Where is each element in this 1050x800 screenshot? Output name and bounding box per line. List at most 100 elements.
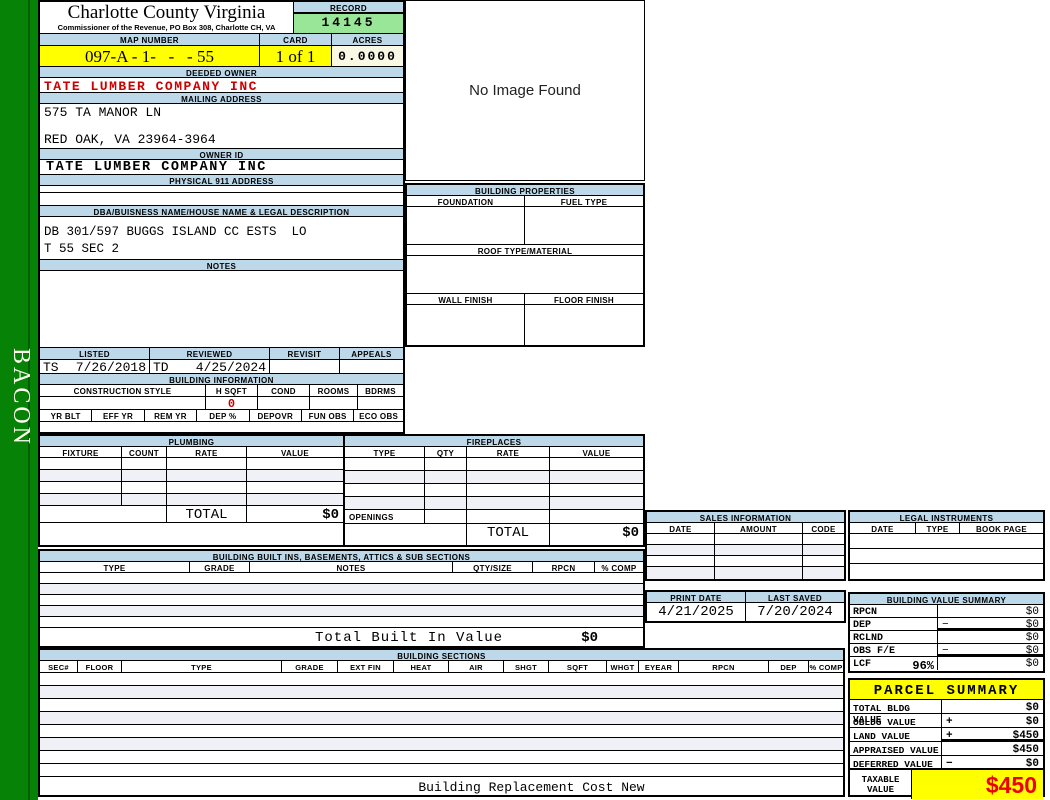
building-properties-title: BUILDING PROPERTIES: [407, 185, 643, 196]
cond-value: [258, 397, 310, 409]
reviewed-label: REVIEWED: [150, 348, 270, 359]
no-image-text: No Image Found: [469, 82, 581, 99]
total-bldg-value-label: TOTAL BLDG VALUE: [850, 700, 942, 725]
cond-label: COND: [258, 385, 310, 396]
fireplaces-total-label: TOTAL: [467, 524, 550, 545]
plumbing-total-value: $0: [322, 507, 339, 523]
wall-finish-label: WALL FINISH: [407, 294, 525, 305]
taxable-value: $450: [912, 770, 1043, 799]
bvs-lcf-value: $0: [1025, 658, 1039, 670]
bs-heat-col: HEAT: [394, 661, 449, 672]
deferred-value: $0: [1025, 758, 1039, 770]
reviewed-date: 4/25/2024: [195, 360, 266, 375]
foundation-value: [407, 207, 525, 244]
plumbing-fireplaces-panel: PLUMBING FIXTURE COUNT RATE VALUE TOTAL …: [38, 434, 645, 547]
count-col: COUNT: [122, 447, 167, 458]
foundation-label: FOUNDATION: [407, 196, 525, 207]
bs-sec-col: SEC#: [40, 661, 78, 672]
mailing-address-value: 575 TA MANOR LN RED OAK, VA 23964-3964: [40, 104, 403, 149]
print-date-value: 4/21/2025: [647, 603, 746, 621]
bi-grade-col: GRADE: [190, 562, 250, 573]
sales-title: SALES INFORMATION: [647, 512, 844, 523]
bs-eyear-col: EYEAR: [639, 661, 679, 672]
fireplaces-table: FIREPLACES TYPE QTY RATE VALUE OPENINGS …: [345, 434, 645, 547]
wall-finish-value: [407, 305, 525, 347]
floor-finish-value: [525, 305, 643, 347]
county-name: Charlotte County Virginia: [67, 2, 266, 23]
owner-id-value: TATE LUMBER COMPANY INC: [40, 160, 403, 175]
bs-whgt-col: WHGT: [607, 661, 639, 672]
bi-notes-col: NOTES: [250, 562, 453, 573]
bi-comp-col: % COMP: [601, 564, 637, 573]
county-title-block: Charlotte County Virginia Commissioner o…: [40, 2, 293, 33]
revisit-label: REVISIT: [270, 348, 340, 359]
fireplaces-title: FIREPLACES: [345, 436, 643, 447]
commissioner-line: Commissioner of the Revenue, PO Box 308,…: [57, 23, 276, 32]
appraised-value-label: APPRAISED VALUE: [850, 742, 942, 756]
bvs-rpcn-value: $0: [1025, 606, 1039, 618]
legal-line1: DB 301/597 BUGGS ISLAND CC ESTS LO: [44, 225, 307, 239]
bi-qtysize-col: QTY/SIZE: [453, 562, 533, 573]
bs-sqft-col: SQFT: [549, 661, 607, 672]
floor-finish-label: FLOOR FINISH: [553, 296, 615, 305]
bvs-dep-value: $0: [1025, 619, 1039, 631]
depovr-label: DEPOVR: [250, 410, 302, 421]
physical-911-label: PHYSICAL 911 ADDRESS: [40, 175, 403, 186]
mailing-line2: RED OAK, VA 23964-3964: [44, 132, 216, 147]
reviewed-by: TD: [153, 360, 169, 375]
built-ins-panel: BUILDING BUILT INS, BASEMENTS, ATTICS & …: [38, 549, 645, 648]
owner-id-label: OWNER ID: [40, 149, 403, 160]
bs-extfin-col: EXT FIN: [338, 661, 394, 672]
revisit-value: [270, 360, 340, 373]
deferred-value-label: DEFERRED VALUE: [850, 756, 942, 770]
bs-grade-col: GRADE: [282, 661, 338, 672]
fixture-col: FIXTURE: [40, 447, 122, 458]
sidebar-band: [0, 0, 38, 800]
bs-shgt-col: SHGT: [504, 661, 549, 672]
bvs-dep-label: DEP: [853, 620, 872, 631]
remyr-label: REM YR: [145, 410, 198, 421]
legal-type-col: TYPE: [916, 523, 960, 534]
deeded-owner-value: TATE LUMBER COMPANY INC: [40, 78, 403, 94]
record-block: RECORD 14145: [293, 2, 403, 33]
sales-date-col: DATE: [647, 523, 715, 534]
building-replacement-label: Building Replacement Cost New: [418, 780, 645, 795]
openings-label: OPENINGS: [345, 510, 425, 523]
print-date-label: PRINT DATE: [647, 592, 746, 603]
fuel-type-label: FUEL TYPE: [560, 198, 608, 207]
hsqft-label: H SQFT: [206, 385, 258, 396]
spacer-row: [40, 193, 403, 206]
building-information-title: BUILDING INFORMATION: [40, 374, 403, 385]
built-in-total-label: Total Built In Value: [315, 630, 504, 646]
yrblt-label: YR BLT: [40, 410, 93, 421]
roof-type-label: ROOF TYPE/MATERIAL: [407, 245, 643, 256]
physical-911-value: [40, 186, 403, 193]
bvs-rclnd-label: RCLND: [853, 633, 884, 644]
bi-type-col: TYPE: [40, 562, 190, 573]
bdrms-label: BDRMS: [365, 387, 396, 396]
fp-rate-col: RATE: [467, 447, 550, 458]
bvs-rpcn-label: RPCN: [853, 607, 878, 618]
bdrms-value: [358, 397, 403, 409]
funobs-label: FUN OBS: [302, 410, 355, 421]
card-label: CARD: [260, 34, 332, 45]
building-value-summary-panel: BUILDING VALUE SUMMARY RPCN $0 DEP − $0 R…: [848, 592, 1045, 673]
mailing-line1: 575 TA MANOR LN: [44, 105, 162, 120]
listed-by: TS: [43, 360, 59, 375]
built-ins-title: BUILDING BUILT INS, BASEMENTS, ATTICS & …: [40, 551, 643, 562]
appeals-value: [340, 360, 403, 373]
value-col: VALUE: [280, 449, 310, 458]
listed-date: 7/26/2018: [75, 360, 146, 375]
bvs-lcf-label: LCF: [853, 659, 872, 670]
district-vertical-label: BACON: [8, 348, 34, 448]
bvs-rclnd-value: $0: [1025, 632, 1039, 644]
notes-area: [40, 271, 403, 348]
reviewed-value: TD 4/25/2024: [150, 360, 270, 375]
land-value: $450: [1012, 730, 1039, 742]
rooms-label: ROOMS: [310, 385, 358, 396]
obldg-value: $0: [1025, 716, 1039, 728]
fireplaces-total-value: $0: [622, 525, 639, 541]
taxable-value-label: TAXABLE VALUE: [850, 770, 912, 799]
sales-information-panel: SALES INFORMATION DATE AMOUNT CODE: [645, 510, 846, 581]
